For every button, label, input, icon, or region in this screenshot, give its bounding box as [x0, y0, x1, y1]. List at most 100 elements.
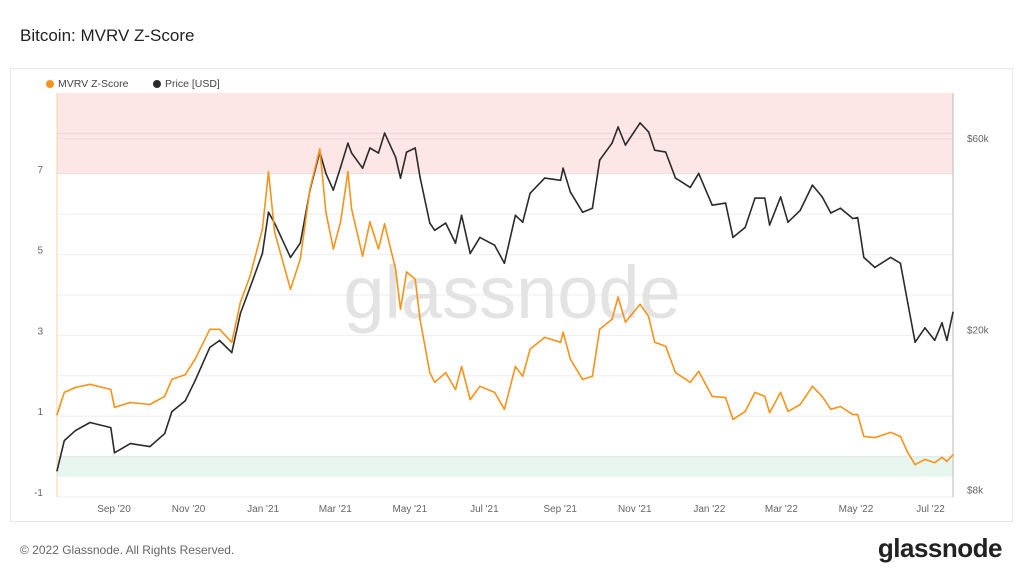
price-point — [493, 244, 496, 247]
price-point — [811, 184, 814, 186]
price-point — [419, 176, 421, 178]
mvrv-point — [230, 341, 233, 344]
threshold-bands — [57, 93, 953, 477]
chart-card — [10, 68, 1013, 522]
mvrv-point — [744, 410, 746, 413]
price-point — [899, 262, 902, 265]
price-point — [829, 212, 832, 214]
price-point — [821, 196, 824, 198]
mvrv-point — [697, 370, 700, 373]
mvrv-point — [444, 371, 447, 374]
mvrv-point — [129, 401, 132, 404]
price-point — [405, 151, 408, 153]
mvrv-point — [724, 396, 727, 399]
mvrv-point — [113, 406, 116, 409]
mvrv-point — [171, 378, 173, 381]
price-point — [924, 327, 926, 329]
price-point — [194, 379, 196, 382]
mvrv-point — [493, 391, 496, 394]
mvrv-point — [514, 365, 517, 368]
mvrv-point — [289, 288, 292, 291]
price-point — [230, 351, 233, 354]
mvrv-point — [414, 278, 416, 281]
price-point — [347, 142, 349, 144]
mvrv-point — [299, 258, 302, 260]
x-tick-label: Jul '22 — [916, 504, 945, 515]
mvrv-point — [591, 375, 594, 378]
mvrv-point — [562, 331, 564, 333]
mvrv-point — [383, 223, 386, 225]
mvrv-point — [399, 308, 402, 310]
price-point — [711, 204, 713, 207]
price-point — [149, 445, 151, 448]
price-point — [63, 439, 66, 442]
x-tick-label: Mar '22 — [765, 504, 798, 515]
mvrv-point — [779, 391, 782, 394]
price-point — [454, 242, 457, 244]
price-point — [543, 177, 546, 179]
price-point — [377, 152, 380, 154]
price-point — [289, 256, 292, 259]
left-tick-label: 3 — [37, 326, 43, 337]
mvrv-point — [624, 321, 627, 323]
price-point — [503, 262, 506, 265]
price-point — [479, 236, 481, 239]
mvrv-point — [952, 453, 954, 456]
mvrv-zscore-line — [56, 148, 954, 466]
mvrv-point — [521, 375, 524, 378]
price-point — [394, 156, 397, 158]
price-point — [732, 236, 734, 239]
mvrv-point — [361, 255, 364, 258]
price-point — [433, 229, 436, 232]
left-tick-label: 7 — [37, 165, 43, 176]
mvrv-point — [405, 271, 408, 273]
price-point — [444, 222, 447, 224]
mvrv-point — [689, 381, 691, 384]
right-tick-label: $60k — [967, 134, 990, 145]
mvrv-point — [460, 365, 463, 368]
mvrv-point — [429, 371, 431, 374]
price-point — [109, 426, 112, 429]
price-point — [521, 221, 524, 223]
left-tick-label: 1 — [37, 407, 43, 418]
glassnode-logo: glassnode — [877, 533, 1003, 563]
mvrv-point — [711, 395, 713, 398]
mvrv-point — [768, 411, 771, 414]
price-point — [184, 399, 187, 402]
mvrv-point — [811, 385, 814, 388]
legend-item-mvrv[interactable]: MVRV Z-Score — [46, 78, 128, 90]
mvrv-point — [598, 328, 601, 331]
mvrv-point — [377, 248, 380, 250]
price-point — [414, 147, 416, 149]
price-point — [350, 152, 353, 154]
copyright-text: © 2022 Glassnode. All Rights Reserved. — [20, 543, 235, 557]
x-tick-label: Sep '20 — [97, 504, 131, 515]
mvrv-point — [419, 318, 421, 321]
mvrv-point — [339, 221, 342, 223]
mvrv-point — [394, 268, 397, 270]
price-point — [56, 469, 58, 472]
right-axis-ticks: $8k $20k $60k — [967, 134, 990, 497]
price-point — [562, 167, 564, 169]
mvrv-point — [454, 388, 457, 391]
mvrv-point — [839, 405, 842, 408]
legend-item-price[interactable]: Price [USD] — [153, 78, 220, 90]
mvrv-point — [529, 348, 531, 350]
price-line — [56, 122, 954, 471]
price-point — [763, 197, 766, 199]
mvrv-point — [163, 395, 166, 398]
price-point — [469, 252, 471, 255]
mvrv-point — [469, 398, 471, 401]
mvrv-point — [732, 418, 734, 421]
price-point — [514, 214, 517, 217]
price-point — [639, 122, 641, 124]
price-point — [611, 142, 613, 144]
price-point — [529, 192, 531, 195]
mvrv-point — [851, 413, 854, 416]
price-point — [581, 211, 584, 213]
chart-title: Bitcoin: MVRV Z-Score — [20, 26, 195, 45]
mvrv-point — [674, 371, 677, 374]
price-point — [113, 451, 116, 454]
mvrv-point — [249, 275, 251, 277]
mvrv-point — [933, 461, 936, 464]
